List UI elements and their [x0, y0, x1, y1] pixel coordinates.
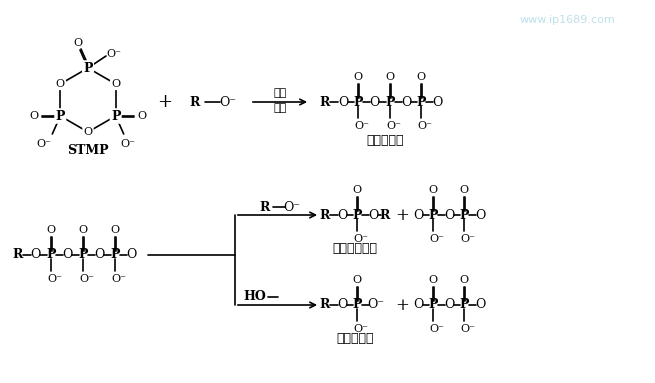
Text: O⁻: O⁻: [284, 200, 301, 213]
Text: O: O: [401, 95, 411, 108]
Text: R: R: [260, 200, 270, 213]
Text: O: O: [79, 225, 88, 235]
Text: O: O: [354, 72, 363, 82]
Text: O: O: [475, 298, 485, 311]
Text: O: O: [337, 208, 347, 221]
Text: O⁻: O⁻: [354, 121, 369, 131]
Text: O: O: [369, 95, 379, 108]
Text: O: O: [352, 275, 362, 285]
Text: O: O: [73, 38, 83, 48]
Text: +: +: [395, 206, 409, 224]
Text: O⁻: O⁻: [386, 121, 402, 131]
Text: O: O: [47, 225, 56, 235]
Text: O: O: [337, 298, 347, 311]
Text: O: O: [459, 275, 468, 285]
Text: O: O: [126, 249, 136, 262]
Text: +: +: [157, 93, 172, 111]
Text: O⁻: O⁻: [48, 274, 62, 284]
Text: P: P: [111, 110, 121, 123]
Text: P: P: [385, 95, 395, 108]
Text: O: O: [417, 72, 426, 82]
Text: R: R: [190, 95, 200, 108]
Text: O: O: [83, 127, 92, 137]
Text: +: +: [395, 296, 409, 314]
Text: O: O: [428, 275, 438, 285]
Text: P: P: [56, 110, 65, 123]
Text: P: P: [428, 208, 438, 221]
Text: O: O: [428, 185, 438, 195]
Text: O: O: [352, 185, 362, 195]
Text: O: O: [111, 79, 121, 89]
Text: 单糖三磷酸: 单糖三磷酸: [366, 134, 403, 147]
Text: 单糖一磷酸: 单糖一磷酸: [336, 332, 374, 344]
Text: O: O: [29, 111, 39, 121]
Text: O: O: [413, 298, 423, 311]
Text: P: P: [459, 208, 469, 221]
Text: O⁻: O⁻: [430, 324, 445, 334]
Text: O⁻: O⁻: [107, 49, 121, 59]
Text: O⁻: O⁻: [430, 234, 445, 244]
Text: P: P: [353, 95, 363, 108]
Text: 一磷酸二多糖: 一磷酸二多糖: [333, 242, 377, 254]
Text: R: R: [380, 208, 390, 221]
Text: www.ip1689.com: www.ip1689.com: [520, 15, 616, 25]
Text: P: P: [110, 249, 120, 262]
Text: 亲核: 亲核: [273, 88, 287, 98]
Text: P: P: [83, 62, 93, 75]
Text: P: P: [352, 208, 362, 221]
Text: O⁻: O⁻: [111, 274, 126, 284]
Text: P: P: [78, 249, 88, 262]
Text: O: O: [413, 208, 423, 221]
Text: P: P: [459, 298, 469, 311]
Text: P: P: [428, 298, 438, 311]
Text: HO: HO: [244, 290, 267, 303]
Text: O: O: [385, 72, 394, 82]
Text: O⁻: O⁻: [37, 139, 52, 149]
Text: O: O: [62, 249, 72, 262]
Text: STMP: STMP: [67, 144, 109, 157]
Text: O: O: [56, 79, 65, 89]
Text: 反应: 反应: [273, 103, 287, 113]
Text: O: O: [444, 208, 454, 221]
Text: R: R: [320, 95, 330, 108]
Text: O⁻: O⁻: [79, 274, 94, 284]
Text: O: O: [111, 225, 120, 235]
Text: R: R: [13, 249, 23, 262]
Text: O⁻: O⁻: [367, 298, 384, 311]
Text: O: O: [459, 185, 468, 195]
Text: P: P: [352, 298, 362, 311]
Text: O⁻: O⁻: [354, 324, 369, 334]
Text: O⁻: O⁻: [460, 324, 476, 334]
Text: O: O: [94, 249, 104, 262]
Text: R: R: [320, 298, 330, 311]
Text: O: O: [368, 208, 378, 221]
Text: O⁻: O⁻: [121, 139, 135, 149]
Text: O⁻: O⁻: [417, 121, 432, 131]
Text: O: O: [475, 208, 485, 221]
Text: P: P: [416, 95, 426, 108]
Text: P: P: [47, 249, 56, 262]
Text: O: O: [137, 111, 146, 121]
Text: O⁻: O⁻: [354, 234, 369, 244]
Text: O⁻: O⁻: [219, 95, 236, 108]
Text: R: R: [320, 208, 330, 221]
Text: O⁻: O⁻: [460, 234, 476, 244]
Text: O: O: [338, 95, 348, 108]
Text: O: O: [444, 298, 454, 311]
Text: O: O: [432, 95, 442, 108]
Text: O: O: [30, 249, 40, 262]
